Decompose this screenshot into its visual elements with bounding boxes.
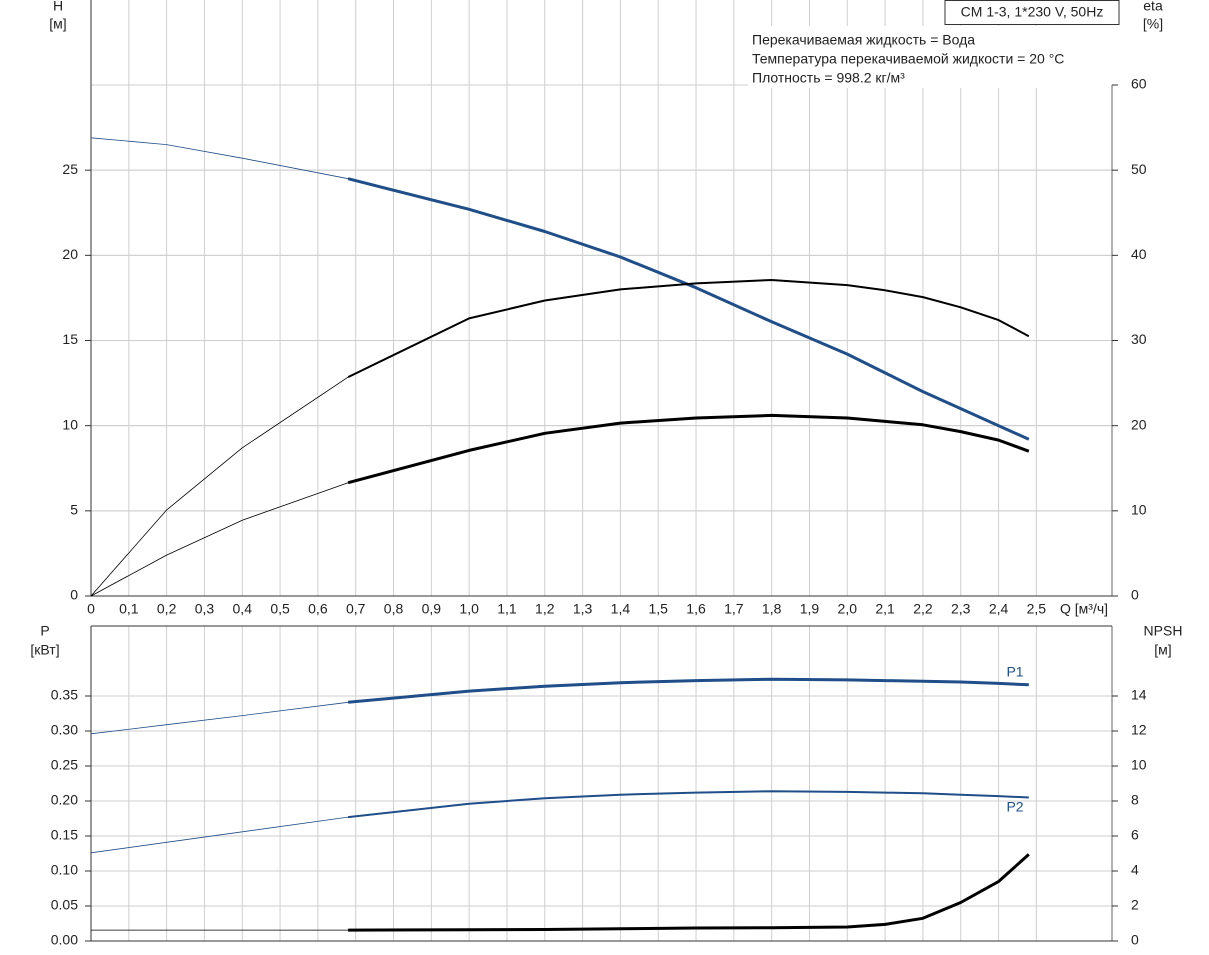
y-axis-unit: [кВт]: [30, 642, 59, 658]
y-axis-label: H: [53, 0, 63, 14]
y-tick-label: 0: [70, 587, 78, 603]
curve-duty: [347, 677, 1029, 704]
y2-tick-label: 12: [1131, 722, 1147, 738]
x-tick-label: 0,8: [384, 601, 404, 617]
x-axis-label: Q [м³/ч]: [1060, 601, 1108, 617]
y2-tick-label: 0: [1131, 587, 1139, 603]
x-tick-label: 0,1: [119, 601, 139, 617]
y-tick-label: 5: [70, 502, 78, 518]
y2-tick-label: 2: [1131, 897, 1139, 913]
curve-duty: [347, 413, 1030, 485]
note: Плотность = 998.2 кг/м³: [752, 70, 905, 86]
x-tick-label: 2,4: [989, 601, 1009, 617]
curve-thin: [90, 790, 1029, 854]
x-tick-label: 0,9: [422, 601, 442, 617]
x-tick-label: 2,0: [838, 601, 858, 617]
y2-tick-label: 4: [1131, 862, 1139, 878]
grid-layer: [90, 0, 1112, 942]
y2-axis-unit: [%]: [1143, 16, 1163, 32]
y2-tick-label: 10: [1131, 757, 1147, 773]
y2-tick-label: 8: [1131, 792, 1139, 808]
y2-axis-label: NPSH: [1144, 623, 1183, 639]
x-tick-label: 2,5: [1027, 601, 1047, 617]
y-tick-label: 0.00: [51, 932, 78, 948]
y-tick-label: 15: [62, 331, 78, 347]
y-tick-label: 0.20: [51, 792, 78, 808]
note: Перекачиваемая жидкость = Вода: [752, 32, 975, 48]
y2-tick-label: 60: [1131, 76, 1147, 92]
x-tick-label: 1,0: [459, 601, 479, 617]
x-tick-label: 1,1: [497, 601, 517, 617]
x-tick-label: 1,4: [611, 601, 631, 617]
curve-duty: [347, 279, 1030, 378]
y-tick-label: 0.10: [51, 862, 78, 878]
x-tick-label: 0: [87, 601, 95, 617]
curve-label: P2: [1006, 799, 1023, 815]
curve-label: P1: [1006, 664, 1023, 680]
y2-tick-label: 6: [1131, 827, 1139, 843]
x-tick-label: 1,8: [762, 601, 782, 617]
x-tick-label: 0,7: [346, 601, 366, 617]
y2-tick-label: 20: [1131, 416, 1147, 432]
x-tick-label: 1,6: [686, 601, 706, 617]
y2-axis-unit: [м]: [1154, 642, 1171, 658]
y-tick-label: 20: [62, 246, 78, 262]
curve-duty: [347, 177, 1030, 441]
x-tick-label: 2,1: [875, 601, 895, 617]
x-tick-label: 0,4: [233, 601, 253, 617]
x-tick-label: 1,7: [724, 601, 744, 617]
y-tick-label: 0.30: [51, 722, 78, 738]
curve-thin: [90, 678, 1029, 735]
x-tick-label: 0,6: [308, 601, 328, 617]
x-tick-label: 2,3: [951, 601, 971, 617]
y2-tick-label: 30: [1131, 331, 1147, 347]
y-tick-label: 0.05: [51, 897, 78, 913]
curve-thin: [91, 854, 1030, 931]
x-tick-label: 0,5: [270, 601, 290, 617]
curve-thin: [90, 137, 1029, 440]
y-tick-label: 0.15: [51, 827, 78, 843]
y2-tick-label: 14: [1131, 687, 1147, 703]
curve-duty: [348, 853, 1030, 932]
y2-tick-label: 10: [1131, 502, 1147, 518]
y-tick-label: 0.25: [51, 757, 78, 773]
y-tick-label: 25: [62, 161, 78, 177]
x-tick-label: 0,2: [157, 601, 177, 617]
y-axis-unit: [м]: [49, 16, 66, 32]
curve-thin: [90, 414, 1029, 597]
y2-tick-label: 0: [1131, 932, 1139, 948]
curve-thin: [90, 279, 1029, 597]
y2-axis-label: eta: [1143, 0, 1163, 14]
notes-background: [748, 26, 1114, 88]
y2-tick-label: 50: [1131, 161, 1147, 177]
y-axis-label: P: [40, 623, 49, 639]
x-tick-label: 2,2: [913, 601, 933, 617]
x-tick-label: 1,9: [800, 601, 820, 617]
x-tick-label: 1,2: [535, 601, 555, 617]
x-tick-label: 1,3: [573, 601, 593, 617]
y2-tick-label: 40: [1131, 246, 1147, 262]
curve-duty: [347, 790, 1029, 819]
y-tick-label: 10: [62, 416, 78, 432]
y-tick-label: 0.35: [51, 687, 78, 703]
note: Температура перекачиваемой жидкости = 20…: [752, 51, 1064, 67]
x-tick-label: 0,3: [195, 601, 215, 617]
title-box: [944, 0, 1120, 25]
chart-title: CM 1-3, 1*230 V, 50Hz: [961, 4, 1104, 20]
x-tick-label: 1,5: [648, 601, 668, 617]
